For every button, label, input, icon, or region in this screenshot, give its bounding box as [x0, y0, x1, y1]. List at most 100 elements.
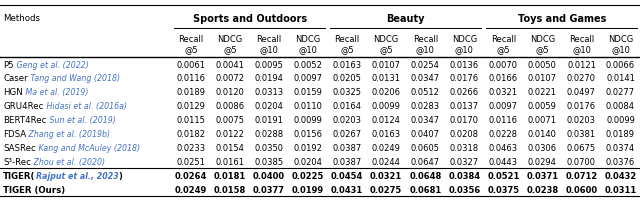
- Text: 0.0700: 0.0700: [567, 157, 596, 166]
- Text: 0.0208: 0.0208: [450, 129, 479, 138]
- Text: 0.0136: 0.0136: [450, 60, 479, 69]
- Text: 0.0099: 0.0099: [294, 116, 323, 124]
- Text: 0.0137: 0.0137: [450, 102, 479, 111]
- Text: 0.0189: 0.0189: [606, 129, 635, 138]
- Text: 0.0306: 0.0306: [528, 143, 557, 152]
- Text: Zhang et al. (2019b): Zhang et al. (2019b): [26, 129, 111, 138]
- Text: NDCG: NDCG: [218, 35, 243, 44]
- Text: Kang and McAuley (2018): Kang and McAuley (2018): [36, 143, 140, 152]
- Text: Rajput et al., 2023: Rajput et al., 2023: [36, 171, 118, 180]
- Text: 0.0095: 0.0095: [255, 60, 284, 69]
- Text: 0.0432: 0.0432: [604, 171, 637, 180]
- Text: 0.0099: 0.0099: [606, 116, 635, 124]
- Text: 0.0159: 0.0159: [294, 88, 323, 97]
- Text: @10: @10: [455, 45, 474, 54]
- Text: Sports and Outdoors: Sports and Outdoors: [193, 13, 307, 23]
- Text: Hidasi et al. (2016a): Hidasi et al. (2016a): [44, 102, 127, 111]
- Text: 0.0154: 0.0154: [216, 143, 244, 152]
- Text: 0.0497: 0.0497: [567, 88, 596, 97]
- Text: @5: @5: [184, 45, 198, 54]
- Text: Toys and Games: Toys and Games: [518, 13, 606, 23]
- Text: 0.0321: 0.0321: [370, 171, 403, 180]
- Text: 0.0131: 0.0131: [372, 74, 401, 83]
- Text: NDCG: NDCG: [530, 35, 555, 44]
- Text: NDCG: NDCG: [608, 35, 633, 44]
- Text: @10: @10: [260, 45, 278, 54]
- Text: 0.0327: 0.0327: [450, 157, 479, 166]
- Text: 0.0387: 0.0387: [333, 157, 362, 166]
- Text: 0.0647: 0.0647: [411, 157, 440, 166]
- Text: 0.0059: 0.0059: [528, 102, 557, 111]
- Text: 0.0374: 0.0374: [606, 143, 635, 152]
- Text: 0.0203: 0.0203: [567, 116, 596, 124]
- Text: FDSA: FDSA: [3, 129, 26, 138]
- Text: Recall: Recall: [179, 35, 204, 44]
- Text: 0.0052: 0.0052: [294, 60, 323, 69]
- Text: 0.0377: 0.0377: [253, 185, 285, 194]
- Text: 0.0124: 0.0124: [372, 116, 401, 124]
- Text: 0.0311: 0.0311: [604, 185, 637, 194]
- Text: Recall: Recall: [257, 35, 282, 44]
- Text: 0.0097: 0.0097: [294, 74, 323, 83]
- Text: 0.0041: 0.0041: [216, 60, 244, 69]
- Text: 0.0182: 0.0182: [177, 129, 205, 138]
- Text: Recall: Recall: [335, 35, 360, 44]
- Text: BERT4Rec: BERT4Rec: [3, 116, 47, 124]
- Text: 0.0120: 0.0120: [216, 88, 244, 97]
- Text: 0.0116: 0.0116: [177, 74, 205, 83]
- Text: 0.0192: 0.0192: [294, 143, 323, 152]
- Text: @10: @10: [572, 45, 591, 54]
- Text: 0.0071: 0.0071: [528, 116, 557, 124]
- Text: 0.0283: 0.0283: [411, 102, 440, 111]
- Text: 0.0170: 0.0170: [450, 116, 479, 124]
- Text: NDCG: NDCG: [374, 35, 399, 44]
- Text: 0.0097: 0.0097: [489, 102, 518, 111]
- Text: 0.0400: 0.0400: [253, 171, 285, 180]
- Text: 0.0204: 0.0204: [294, 157, 323, 166]
- Text: 0.0110: 0.0110: [294, 102, 323, 111]
- Text: Sun et al. (2019): Sun et al. (2019): [47, 116, 115, 124]
- Text: @10: @10: [299, 45, 317, 54]
- Text: 0.0205: 0.0205: [333, 74, 362, 83]
- Text: 0.0086: 0.0086: [216, 102, 244, 111]
- Text: 0.0350: 0.0350: [255, 143, 284, 152]
- Text: 0.0116: 0.0116: [489, 116, 518, 124]
- Text: 0.0244: 0.0244: [372, 157, 401, 166]
- Text: 0.0648: 0.0648: [409, 171, 442, 180]
- Text: Tang and Wang (2018): Tang and Wang (2018): [28, 74, 120, 83]
- Text: 0.0122: 0.0122: [216, 129, 244, 138]
- Text: 0.0251: 0.0251: [177, 157, 205, 166]
- Text: 0.0356: 0.0356: [448, 185, 481, 194]
- Text: Methods: Methods: [3, 14, 40, 23]
- Text: 0.0164: 0.0164: [333, 102, 362, 111]
- Text: 0.0115: 0.0115: [177, 116, 205, 124]
- Text: 0.0121: 0.0121: [567, 60, 596, 69]
- Text: 0.0443: 0.0443: [489, 157, 518, 166]
- Text: 0.0371: 0.0371: [526, 171, 559, 180]
- Text: 0.0267: 0.0267: [333, 129, 362, 138]
- Text: 0.0381: 0.0381: [567, 129, 596, 138]
- Text: 0.0176: 0.0176: [450, 74, 479, 83]
- Text: 0.0140: 0.0140: [528, 129, 557, 138]
- Text: TIGER (Ours): TIGER (Ours): [3, 185, 65, 194]
- Text: 0.0050: 0.0050: [528, 60, 557, 69]
- Text: Ma et al. (2019): Ma et al. (2019): [23, 88, 88, 97]
- Text: 0.0254: 0.0254: [411, 60, 440, 69]
- Text: @5: @5: [380, 45, 393, 54]
- Text: 0.0600: 0.0600: [565, 185, 598, 194]
- Text: GRU4Rec: GRU4Rec: [3, 102, 44, 111]
- Text: ): ): [118, 171, 122, 180]
- Text: Geng et al. (2022): Geng et al. (2022): [14, 60, 89, 69]
- Text: Beauty: Beauty: [387, 13, 425, 23]
- Text: 0.0084: 0.0084: [606, 102, 635, 111]
- Text: 0.0066: 0.0066: [606, 60, 635, 69]
- Text: 0.0266: 0.0266: [450, 88, 479, 97]
- Text: 0.0512: 0.0512: [411, 88, 440, 97]
- Text: 0.0681: 0.0681: [409, 185, 442, 194]
- Text: 0.0249: 0.0249: [175, 185, 207, 194]
- Text: 0.0221: 0.0221: [528, 88, 557, 97]
- Text: 0.0347: 0.0347: [411, 116, 440, 124]
- Text: 0.0325: 0.0325: [333, 88, 362, 97]
- Text: 0.0313: 0.0313: [255, 88, 284, 97]
- Text: 0.0712: 0.0712: [565, 171, 598, 180]
